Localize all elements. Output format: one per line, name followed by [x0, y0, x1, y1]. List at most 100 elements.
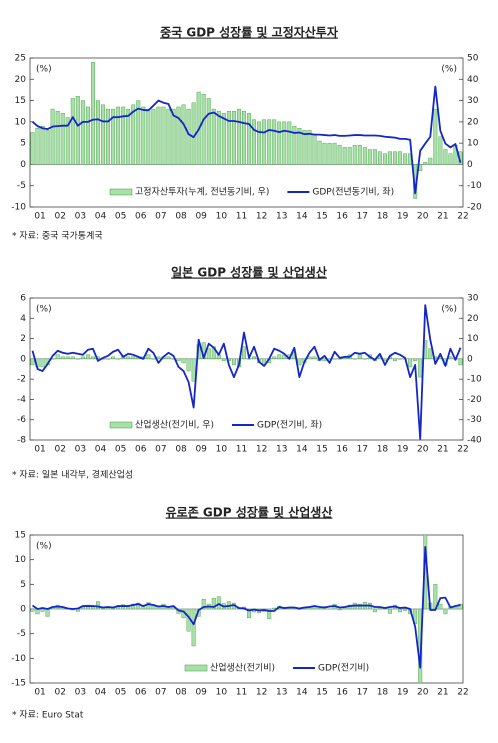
source-note: * 자료: 중국 국가통계국 [12, 230, 103, 242]
y-tick-label: 25 [15, 54, 26, 64]
bar [221, 113, 226, 165]
bar [146, 108, 151, 165]
y-tick-label: -4 [17, 395, 26, 405]
bar [211, 108, 216, 165]
bar [403, 153, 408, 165]
legend-swatch [109, 188, 133, 196]
bar [111, 108, 116, 165]
x-tick-label: 03 [75, 445, 86, 455]
bar [131, 104, 136, 165]
bar [60, 356, 65, 360]
bar [206, 348, 211, 360]
y2-tick-label: -30 [467, 415, 482, 425]
legend-label: 산업생산(전기비) [210, 663, 275, 674]
bar [433, 108, 438, 165]
bar [272, 607, 277, 610]
x-tick-label: 08 [175, 212, 187, 222]
x-tick-label: 17 [357, 212, 368, 222]
bar [372, 149, 377, 165]
x-tick-label: 03 [75, 212, 86, 222]
line [31, 85, 462, 195]
bar [287, 121, 292, 165]
bar [398, 608, 403, 613]
bar [307, 356, 312, 360]
x-tick-label: 10 [216, 445, 228, 455]
bar [231, 358, 236, 366]
chart-title: 일본 GDP 성장률 및 산업생산 [171, 265, 327, 280]
bar [181, 358, 186, 364]
x-tick-label: 06 [135, 688, 147, 698]
bar [131, 603, 136, 610]
bar [362, 147, 367, 165]
bar [65, 117, 70, 165]
bar [166, 356, 171, 360]
x-tick-label: 19 [397, 688, 409, 698]
x-tick-label: 11 [236, 688, 247, 698]
bar [216, 111, 221, 165]
bar [80, 100, 85, 165]
bar [247, 113, 251, 165]
x-tick-label: 02 [54, 212, 65, 222]
x-tick-label: 12 [256, 212, 267, 222]
x-tick-label: 01 [34, 688, 45, 698]
x-tick-label: 11 [236, 212, 247, 222]
bar [242, 346, 246, 360]
y2-tick-label: 20 [467, 117, 479, 127]
bar [146, 354, 151, 360]
bar [267, 119, 272, 165]
bar [96, 601, 100, 610]
bar [448, 356, 453, 360]
y-tick-label: 0 [20, 605, 26, 615]
line [32, 545, 461, 669]
chart-title: 중국 GDP 성장률 및 고정자산투자 [160, 25, 338, 40]
bar [388, 608, 392, 614]
bar [428, 157, 433, 165]
y-tick-label: -10 [11, 654, 26, 664]
bar [458, 358, 463, 366]
x-tick-label: 13 [276, 212, 287, 222]
chart-title: 유로존 GDP 성장률 및 산업생산 [166, 505, 333, 520]
x-tick-label: 10 [216, 212, 228, 222]
bar [312, 356, 317, 360]
bar [282, 121, 287, 165]
x-tick-label: 08 [175, 688, 187, 698]
bar [106, 108, 111, 165]
y2-tick-label: 30 [467, 294, 479, 304]
y2-unit: (%) [441, 305, 457, 315]
bar [231, 111, 236, 165]
bar [111, 356, 116, 360]
x-tick-label: 22 [457, 688, 468, 698]
x-tick-label: 05 [115, 212, 126, 222]
bar [55, 354, 60, 360]
bar [126, 356, 131, 360]
bar [40, 608, 45, 612]
x-tick-label: 16 [336, 212, 348, 222]
bar [40, 125, 45, 165]
y-tick-label: -10 [11, 203, 26, 213]
plot-frame [29, 57, 464, 208]
bar [191, 102, 196, 165]
bar [171, 108, 176, 165]
bar [96, 100, 100, 165]
legend-label: 고정자산투자(누계, 전년동기비, 우) [135, 186, 269, 198]
bar [297, 358, 302, 366]
bar [342, 147, 347, 165]
x-tick-label: 17 [357, 688, 368, 698]
line [31, 304, 462, 440]
y2-tick-label: 30 [467, 96, 479, 106]
bar [357, 603, 362, 610]
x-tick-label: 05 [115, 445, 126, 455]
bar [186, 358, 191, 372]
x-tick-label: 20 [417, 688, 429, 698]
bar [30, 358, 35, 366]
bar [211, 597, 216, 610]
bar [307, 130, 312, 165]
y-unit: (%) [36, 65, 52, 75]
bar [443, 608, 448, 615]
y2-tick-label: -10 [467, 375, 482, 385]
bar [126, 108, 131, 165]
x-tick-label: 04 [95, 445, 107, 455]
y2-tick-label: 10 [467, 334, 479, 344]
legend-label: GDP(전기비) [318, 663, 369, 674]
